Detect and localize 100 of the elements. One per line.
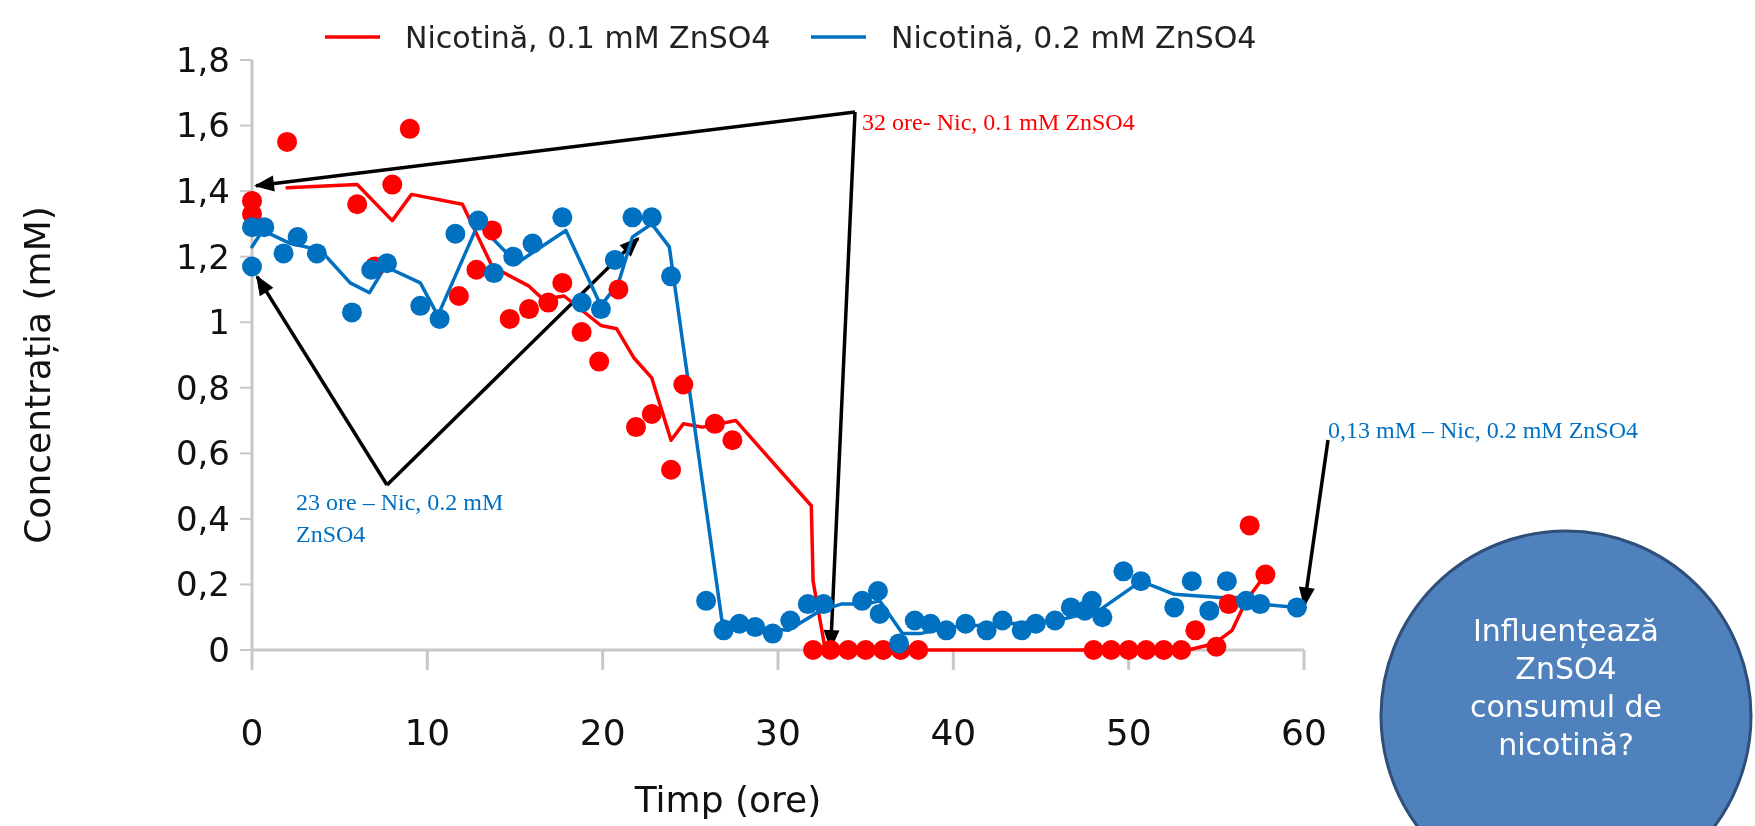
point	[1113, 561, 1134, 582]
point	[820, 640, 841, 660]
point	[482, 220, 503, 241]
x-tick-label: 30	[755, 712, 801, 753]
legend-label: Nicotină, 0.1 mM ZnSO4	[405, 20, 771, 55]
point	[722, 430, 743, 451]
y-axis-title: Concentrația (mM)	[17, 206, 59, 544]
point	[869, 603, 890, 624]
y-tick-label: 0,2	[175, 564, 230, 605]
y-tick-label: 1,2	[175, 236, 230, 277]
point	[604, 249, 625, 270]
point	[641, 404, 662, 424]
point	[410, 295, 431, 316]
point	[552, 207, 573, 228]
point	[1045, 610, 1066, 631]
point	[813, 594, 834, 615]
point	[1164, 597, 1185, 618]
point	[277, 131, 298, 152]
point	[382, 174, 403, 195]
point	[483, 263, 504, 284]
annotation: 0,13 mM – Nic, 0.2 mM ZnSO4	[1328, 417, 1639, 443]
point	[1255, 564, 1276, 585]
y-tick-label: 0,8	[175, 367, 230, 408]
point	[855, 640, 876, 660]
point	[936, 620, 957, 641]
point	[908, 640, 929, 660]
point	[429, 308, 450, 329]
point	[1199, 600, 1220, 621]
point	[1083, 640, 1104, 660]
point	[468, 210, 489, 231]
x-tick-label: 50	[1105, 712, 1152, 753]
point	[673, 374, 694, 395]
annotation: 23 ore – Nic, 0.2 mM ZnSO4	[296, 489, 504, 547]
point	[1118, 640, 1139, 660]
point	[499, 308, 520, 329]
point	[661, 459, 682, 480]
point	[1025, 613, 1046, 634]
point	[625, 417, 646, 438]
point	[589, 351, 610, 372]
point	[1130, 571, 1151, 592]
point	[992, 610, 1013, 631]
point	[399, 118, 420, 139]
y-tick-label: 1,8	[175, 39, 230, 80]
point	[1206, 636, 1227, 657]
point	[641, 207, 662, 228]
point	[287, 227, 308, 247]
point	[273, 243, 294, 264]
point	[445, 223, 466, 244]
y-tick-label: 1,6	[175, 105, 230, 146]
point	[503, 246, 524, 267]
point	[538, 292, 559, 313]
point	[955, 613, 976, 634]
x-tick-label: 0	[240, 712, 264, 753]
point	[888, 633, 909, 654]
point	[803, 640, 824, 660]
point	[622, 207, 643, 228]
point	[1286, 597, 1307, 618]
point	[1181, 571, 1202, 592]
text: Influențează ZnSO4 consumul de nicotină?	[1469, 613, 1663, 762]
point	[448, 286, 469, 306]
point	[976, 620, 997, 641]
annotation: 32 ore- Nic, 0.1 mM ZnSO4	[862, 109, 1135, 135]
point	[466, 259, 487, 280]
point	[1136, 640, 1157, 660]
x-tick-label: 10	[404, 712, 451, 753]
point	[608, 279, 629, 300]
point	[571, 322, 592, 343]
point	[1081, 590, 1102, 611]
point	[762, 623, 783, 644]
point	[713, 620, 734, 641]
point	[704, 413, 725, 434]
point	[867, 581, 888, 601]
point	[522, 233, 543, 254]
point	[661, 266, 682, 287]
point	[1239, 515, 1260, 536]
y-tick-label: 0	[208, 629, 230, 670]
x-tick-label: 40	[930, 712, 977, 753]
point	[745, 617, 766, 638]
point	[571, 292, 592, 313]
point	[1218, 594, 1239, 615]
x-tick-label: 20	[579, 712, 626, 753]
point	[1101, 640, 1122, 660]
y-tick-label: 0,6	[175, 433, 230, 474]
point	[1092, 607, 1113, 628]
point	[341, 302, 362, 323]
y-tick-label: 1,4	[175, 171, 230, 212]
point	[780, 610, 801, 631]
point	[1250, 594, 1271, 615]
point	[1216, 571, 1237, 592]
point	[873, 640, 894, 660]
point	[306, 243, 327, 264]
point	[1185, 620, 1206, 641]
point	[347, 194, 368, 215]
point	[838, 640, 859, 660]
y-tick-label: 0,4	[175, 498, 230, 539]
point	[696, 590, 717, 611]
x-tick-label: 60	[1281, 712, 1327, 753]
point	[1153, 640, 1174, 660]
y-tick-label: 1	[208, 302, 230, 343]
point	[242, 256, 262, 277]
